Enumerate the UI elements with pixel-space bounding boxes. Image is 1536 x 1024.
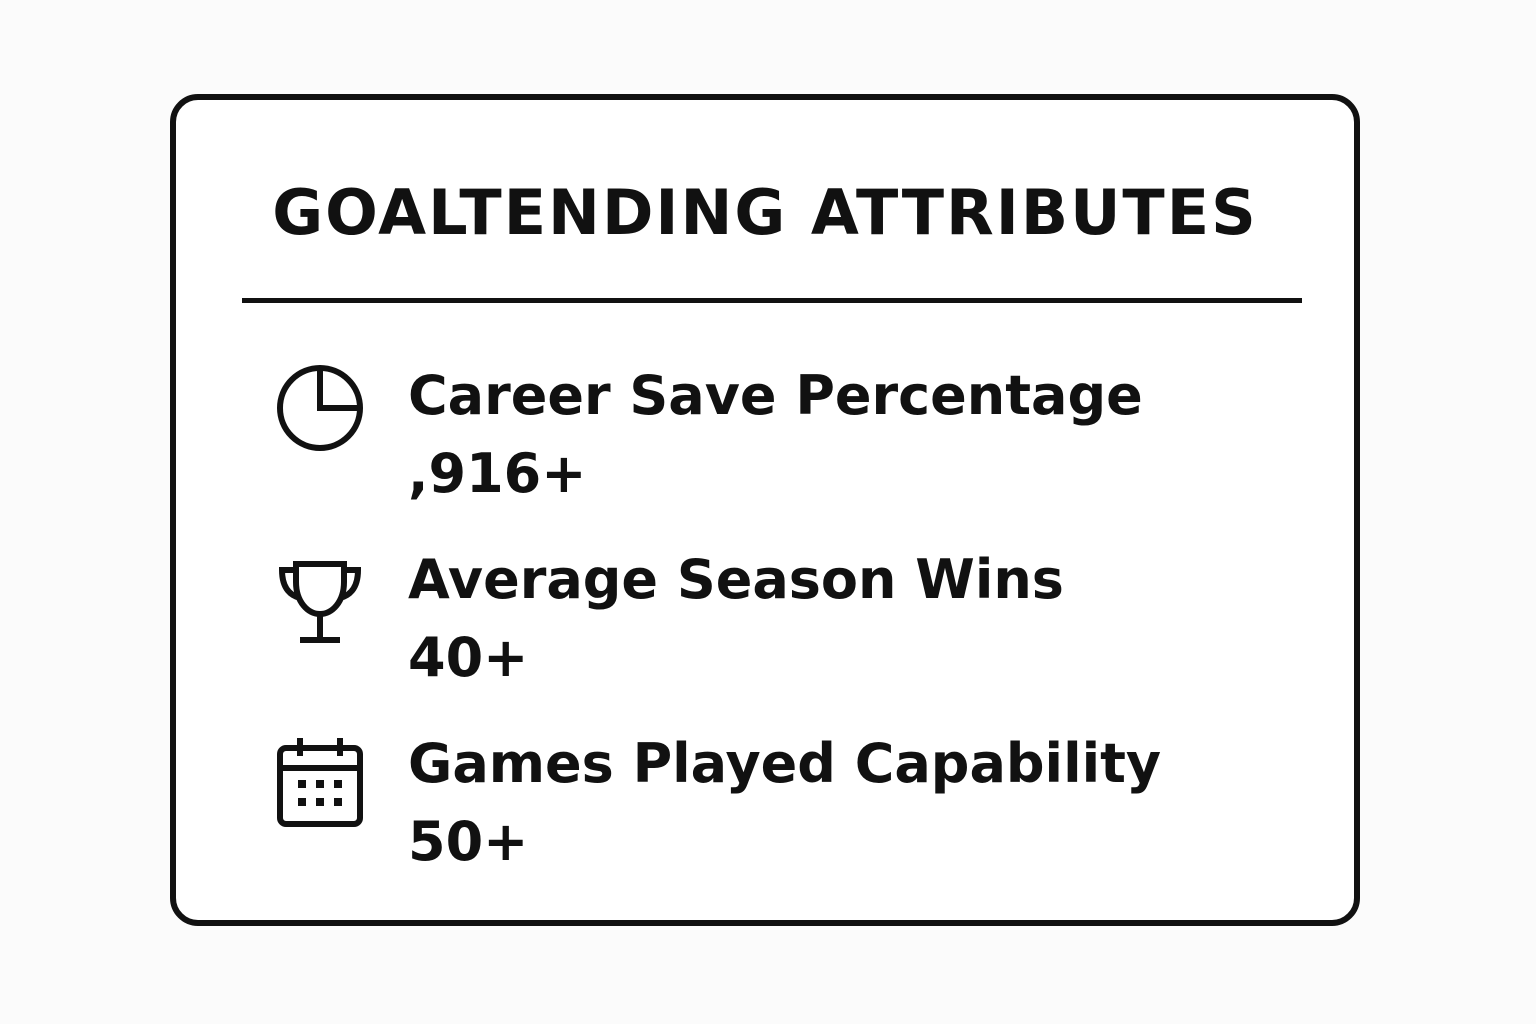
attributes-card: GOALTENDING ATTRIBUTES Career Save Perce… <box>170 94 1360 926</box>
attribute-label: Career Save Percentage <box>408 364 1143 427</box>
pie-icon <box>277 365 363 451</box>
attribute-label: Average Season Wins <box>408 548 1064 611</box>
attribute-value: 40+ <box>408 626 529 689</box>
attribute-value: ,916+ <box>408 442 587 505</box>
card-title: GOALTENDING ATTRIBUTES <box>272 176 1258 249</box>
attribute-value: 50+ <box>408 810 529 873</box>
attribute-label: Games Played Capability <box>408 732 1162 795</box>
trophy-icon <box>278 561 362 643</box>
divider <box>242 298 1302 303</box>
calendar-icon <box>277 738 363 827</box>
